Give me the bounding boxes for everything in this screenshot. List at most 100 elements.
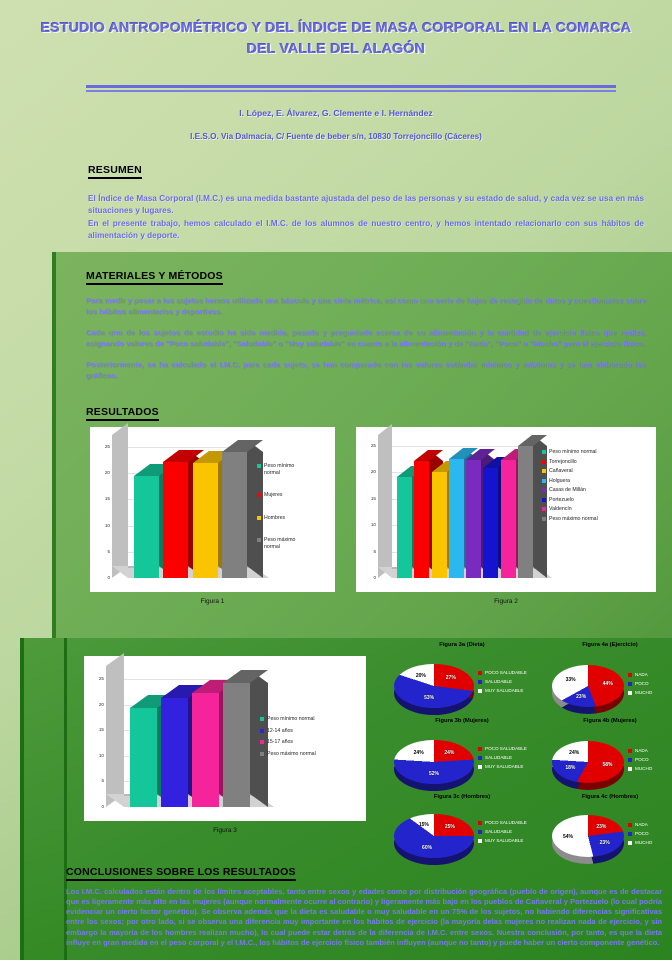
legend-item: NADA (628, 672, 652, 679)
legend-label: POCO (635, 680, 649, 686)
y-tick-label: 5 (107, 548, 110, 554)
pie-disc (394, 664, 474, 708)
legend-label: Peso máximo normal (267, 750, 316, 757)
legend-item: POCO (628, 831, 652, 838)
panel-bottom: 0 5 10 15 20 25 Peso mínimo normal 12-14 años 15… (20, 638, 672, 960)
pie-chart-title: Figura 4c (Hombres) (581, 794, 639, 800)
legend-swatch (542, 469, 546, 473)
pie-legend: POCO SALUDABLE SALUDABLE MUY SALUDABLE (478, 670, 527, 697)
legend-label: POCO SALUDABLE (485, 746, 527, 751)
bar-column (448, 448, 478, 578)
bar-front-face (500, 460, 516, 578)
authors-line: I. López, E. Álvarez, G. Clemente e I. H… (239, 108, 433, 118)
poster-header: ESTUDIO ANTROPOMÉTRICO Y DEL ÍNDICE DE M… (0, 0, 672, 141)
bar-column (431, 461, 461, 578)
pie-slice-label: 52% (428, 771, 439, 778)
legend-item: MUCHO (628, 766, 652, 773)
bar-front-face (517, 446, 533, 578)
pie-slice-label: 27% (445, 674, 456, 681)
y-tick-label: 15 (104, 496, 110, 502)
legend-item: Valdencín (542, 506, 654, 513)
bar-column (161, 684, 206, 807)
legend-label: Peso mínimo normal (267, 716, 315, 722)
figura1-caption: Figura 1 (200, 598, 225, 605)
pie-slice-label: 24% (569, 750, 580, 757)
legend-label: POCO (635, 756, 649, 762)
legend-label: Peso máximo normal (264, 537, 296, 550)
chart-figura3: 0 5 10 15 20 25 Peso mínimo normal 12-14 años 15… (84, 653, 366, 821)
pie-chart-title: Figura 3b (Mujeres) (435, 718, 489, 724)
pie-figura3a: Figura 3a (Dieta) 27% 53% 20% POCO SALUDABLE… (386, 642, 538, 718)
y-tick-label: 10 (370, 522, 376, 528)
conclusiones-heading: CONCLUSIONES SOBRE LOS RESULTADOS (66, 866, 296, 881)
legend-swatch (628, 823, 632, 828)
divider-line-thin (86, 90, 616, 92)
legend-item: Mujeres (257, 492, 333, 499)
pie-slice-label: 58% (602, 761, 613, 768)
pie-legend: POCO SALUDABLE SALUDABLE MUY SALUDABLE (478, 820, 527, 847)
resumen-paragraph-1: El Índice de Masa Corporal (I.M.C.) es u… (88, 194, 644, 215)
section-resultados: RESULTADOS (86, 402, 159, 421)
y-tick-label: 0 (101, 804, 104, 809)
legend-swatch (628, 749, 632, 754)
legend-item: Hombres (257, 515, 333, 522)
legend-label: SALUDABLE (485, 678, 513, 684)
legend-swatch (628, 841, 632, 846)
bar-column (221, 440, 263, 578)
resultados-heading: RESULTADOS (86, 406, 159, 421)
bar-column (192, 680, 237, 807)
pie-legend: NADA POCO MUCHO (628, 748, 652, 775)
bar-column (414, 450, 444, 578)
bar-column (192, 451, 234, 578)
legend-item: POCO (628, 681, 652, 688)
materiales-paragraph-1: Para medir y pesar a los sujetos hemos u… (86, 296, 646, 316)
bar-column (500, 449, 530, 578)
pie-slice-label: 25% (444, 824, 455, 831)
chart-figura2: 0 5 10 15 20 25 Peso mínimo normal Torrejoncill… (356, 424, 656, 592)
y-tick-label: 5 (373, 548, 376, 554)
legend-swatch (628, 673, 632, 678)
chart-legend: Peso mínimo normal 12-14 años 15-17 años Pe… (260, 716, 364, 762)
grid-line (124, 679, 256, 680)
pie-disc (394, 814, 474, 858)
legend-swatch (257, 515, 261, 520)
bar-column (397, 465, 427, 578)
pie-chart-title: Figura 3a (Dieta) (439, 642, 485, 648)
bar-front-face (161, 697, 188, 807)
bar-front-face (134, 476, 160, 578)
legend-label: NADA (635, 822, 648, 827)
legend-item: Torrejoncillo (542, 459, 654, 466)
bar-front-face (414, 461, 430, 578)
pie-figura4b: Figura 4b (Mujeres) 58% 18% 24% NADA POCO MUCH… (546, 718, 672, 794)
pie-legend: NADA POCO MUCHO (628, 672, 652, 699)
bar-column (483, 456, 513, 578)
y-tick-label: 0 (107, 575, 110, 580)
legend-item: Peso máximo normal (542, 516, 654, 523)
page-title: ESTUDIO ANTROPOMÉTRICO Y DEL ÍNDICE DE M… (40, 20, 632, 57)
legend-item: Portezuelo (542, 497, 654, 504)
grid-line (128, 447, 253, 448)
pie-slice-label: 20% (415, 673, 426, 680)
legend-swatch (478, 830, 482, 835)
legend-item: MUCHO (628, 690, 652, 697)
legend-label: SALUDABLE (485, 828, 513, 834)
legend-swatch (628, 691, 632, 696)
legend-label: NADA (635, 748, 648, 753)
legend-swatch (478, 747, 482, 752)
title-divider (86, 85, 616, 92)
pie-slice-label: 18% (565, 764, 576, 771)
legend-label: MUCHO (635, 839, 653, 845)
legend-label: 12-14 años (267, 727, 293, 734)
legend-item: MUY SALUDABLE (478, 838, 527, 845)
legend-label: Peso mínimo normal (549, 449, 597, 455)
bar-front-face (431, 472, 447, 578)
pie-slice-label: 24% (413, 750, 424, 757)
materiales-paragraph-3: Posteriormente, se ha calculado el I.M.C… (86, 360, 646, 380)
grid-line (392, 446, 538, 447)
conclusiones-text: Los I.M.C. calculados están dentro de lo… (66, 887, 662, 947)
figura2-caption: Figura 2 (494, 598, 518, 605)
legend-item: Cañaveral (542, 468, 654, 475)
bar-front-face (221, 452, 247, 578)
legend-swatch (478, 689, 482, 694)
pie-figura3c: Figura 3c (Hombres) 25% 60% 15% POCO SALUDAB… (386, 794, 538, 870)
